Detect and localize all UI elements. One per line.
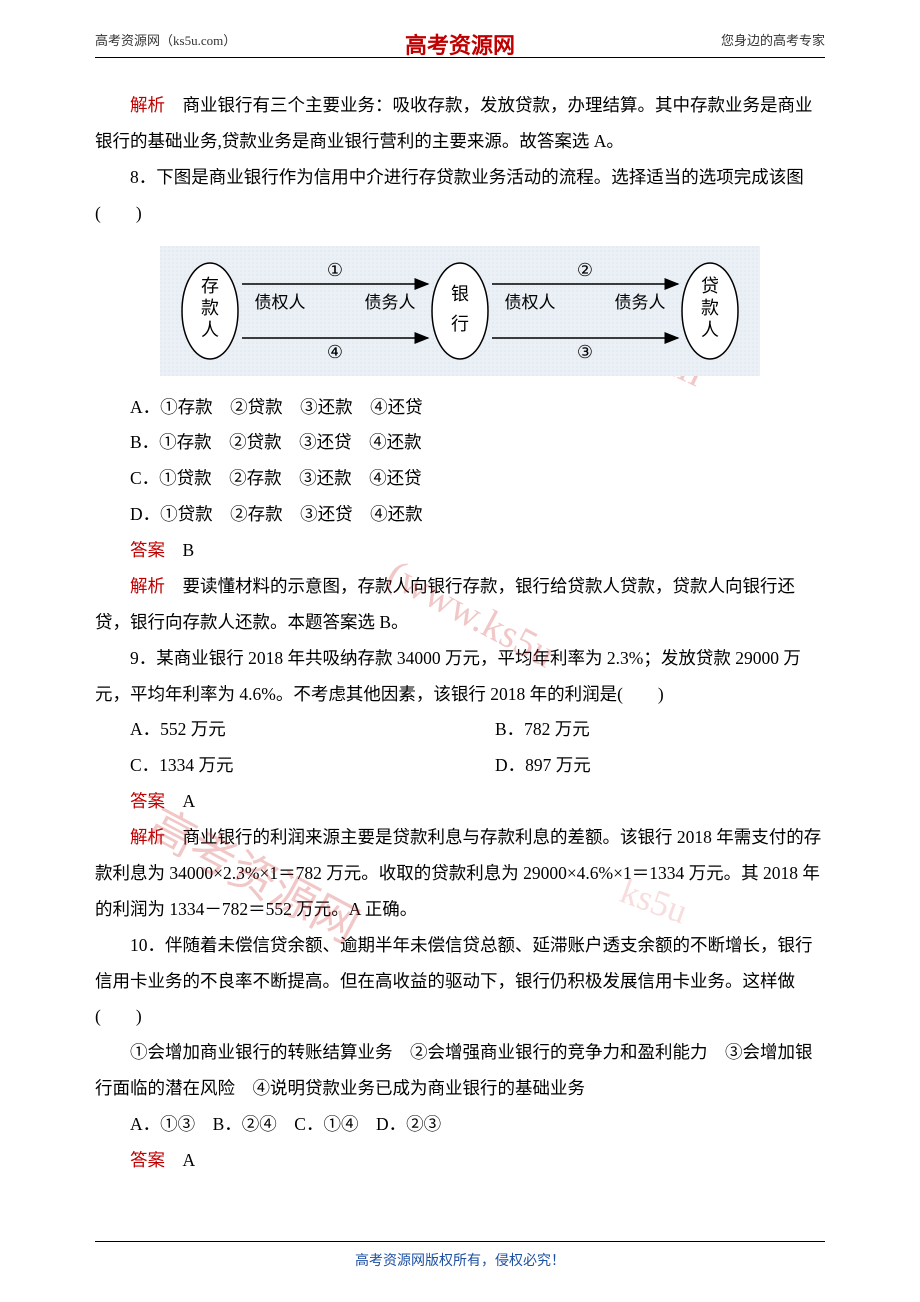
header-left: 高考资源网（ks5u.com） — [95, 30, 236, 49]
node-depositor-l3: 人 — [201, 320, 219, 340]
answer-label: 答案 — [130, 540, 165, 560]
q10-options: A．①③ B．②④ C．①④ D．②③ — [95, 1107, 825, 1143]
q9-analysis: 解析 商业银行的利润来源主要是贷款利息与存款利息的差额。该银行 2018 年需支… — [95, 820, 825, 928]
q8-analysis: 解析 要读懂材料的示意图，存款人向银行存款，银行给贷款人贷款，贷款人向银行还贷，… — [95, 569, 825, 641]
page-footer: 高考资源网版权所有，侵权必究！ — [95, 1241, 825, 1270]
q8-answer: 答案 B — [95, 533, 825, 569]
answer-label: 答案 — [130, 791, 165, 811]
q9-answer-val: A — [183, 791, 196, 811]
q10-answer-val: A — [183, 1150, 196, 1170]
q7-analysis-text: 商业银行有三个主要业务：吸收存款，发放贷款，办理结算。其中存款业务是商业银行的基… — [95, 95, 813, 151]
q9-opt-d: D．897 万元 — [460, 748, 825, 784]
node-bank-l1: 银 — [451, 284, 469, 304]
q9-answer: 答案 A — [95, 784, 825, 820]
page-content: 解析 商业银行有三个主要业务：吸收存款，发放贷款，办理结算。其中存款业务是商业银… — [0, 58, 920, 1179]
label-debtor-1: 债务人 — [365, 293, 416, 312]
label-4: ④ — [327, 342, 343, 362]
analysis-label: 解析 — [130, 827, 165, 847]
page-header: 高考资源网（ks5u.com） 高考资源网 您身边的高考专家 — [95, 0, 825, 58]
analysis-label: 解析 — [130, 576, 165, 596]
label-3: ③ — [577, 342, 593, 362]
answer-label: 答案 — [130, 1150, 165, 1170]
q9-analysis-text: 商业银行的利润来源主要是贷款利息与存款利息的差额。该银行 2018 年需支付的存… — [95, 827, 821, 919]
site-name: 高考资源网 — [95, 33, 160, 48]
node-depositor-l1: 存 — [201, 276, 219, 296]
node-bank-l2: 行 — [451, 314, 469, 334]
node-borrower-l2: 款 — [701, 298, 719, 318]
q8-opt-a: A．①存款 ②贷款 ③还款 ④还贷 — [95, 390, 825, 426]
site-url: （ks5u.com） — [160, 33, 236, 48]
q8-opt-c: C．①贷款 ②存款 ③还款 ④还贷 — [95, 461, 825, 497]
node-borrower-l3: 人 — [701, 320, 719, 340]
q9-opts-row1: A．552 万元 B．782 万元 — [95, 712, 825, 748]
header-center-title: 高考资源网 — [405, 28, 515, 60]
q7-analysis: 解析 商业银行有三个主要业务：吸收存款，发放贷款，办理结算。其中存款业务是商业银… — [95, 88, 825, 160]
q9-opt-a: A．552 万元 — [95, 712, 460, 748]
q8-opt-b: B．①存款 ②贷款 ③还贷 ④还款 — [95, 425, 825, 461]
q9-stem: 9．某商业银行 2018 年共吸纳存款 34000 万元，平均年利率为 2.3%… — [95, 641, 825, 713]
node-bank — [432, 263, 488, 359]
label-creditor-2: 债权人 — [505, 293, 556, 312]
q8-stem: 8．下图是商业银行作为信用中介进行存贷款业务活动的流程。选择适当的选项完成该图(… — [95, 160, 825, 232]
q10-answer: 答案 A — [95, 1143, 825, 1179]
q8-diagram-svg: 存 款 人 银 行 贷 款 人 ① 债权人 债务人 ② 债权人 债务人 ④ — [160, 246, 760, 376]
header-right-tagline: 您身边的高考专家 — [721, 30, 825, 49]
label-2: ② — [577, 260, 593, 280]
label-1: ① — [327, 260, 343, 280]
q9-opt-b: B．782 万元 — [460, 712, 825, 748]
analysis-label: 解析 — [130, 95, 165, 115]
q8-diagram: 存 款 人 银 行 贷 款 人 ① 债权人 债务人 ② 债权人 债务人 ④ — [160, 246, 760, 376]
q9-opt-c: C．1334 万元 — [95, 748, 460, 784]
q8-opt-d: D．①贷款 ②存款 ③还贷 ④还款 — [95, 497, 825, 533]
q10-stem: 10．伴随着未偿信贷余额、逾期半年未偿信贷总额、延滞账户透支余额的不断增长，银行… — [95, 928, 825, 1036]
q9-opts-row2: C．1334 万元 D．897 万元 — [95, 748, 825, 784]
q10-statements: ①会增加商业银行的转账结算业务 ②会增强商业银行的竞争力和盈利能力 ③会增加银行… — [95, 1035, 825, 1107]
node-depositor-l2: 款 — [201, 298, 219, 318]
q8-analysis-text: 要读懂材料的示意图，存款人向银行存款，银行给贷款人贷款，贷款人向银行还贷，银行向… — [95, 576, 795, 632]
label-debtor-2: 债务人 — [615, 293, 666, 312]
node-borrower-l1: 贷 — [701, 276, 719, 296]
label-creditor-1: 债权人 — [255, 293, 306, 312]
q8-answer-val: B — [183, 540, 195, 560]
